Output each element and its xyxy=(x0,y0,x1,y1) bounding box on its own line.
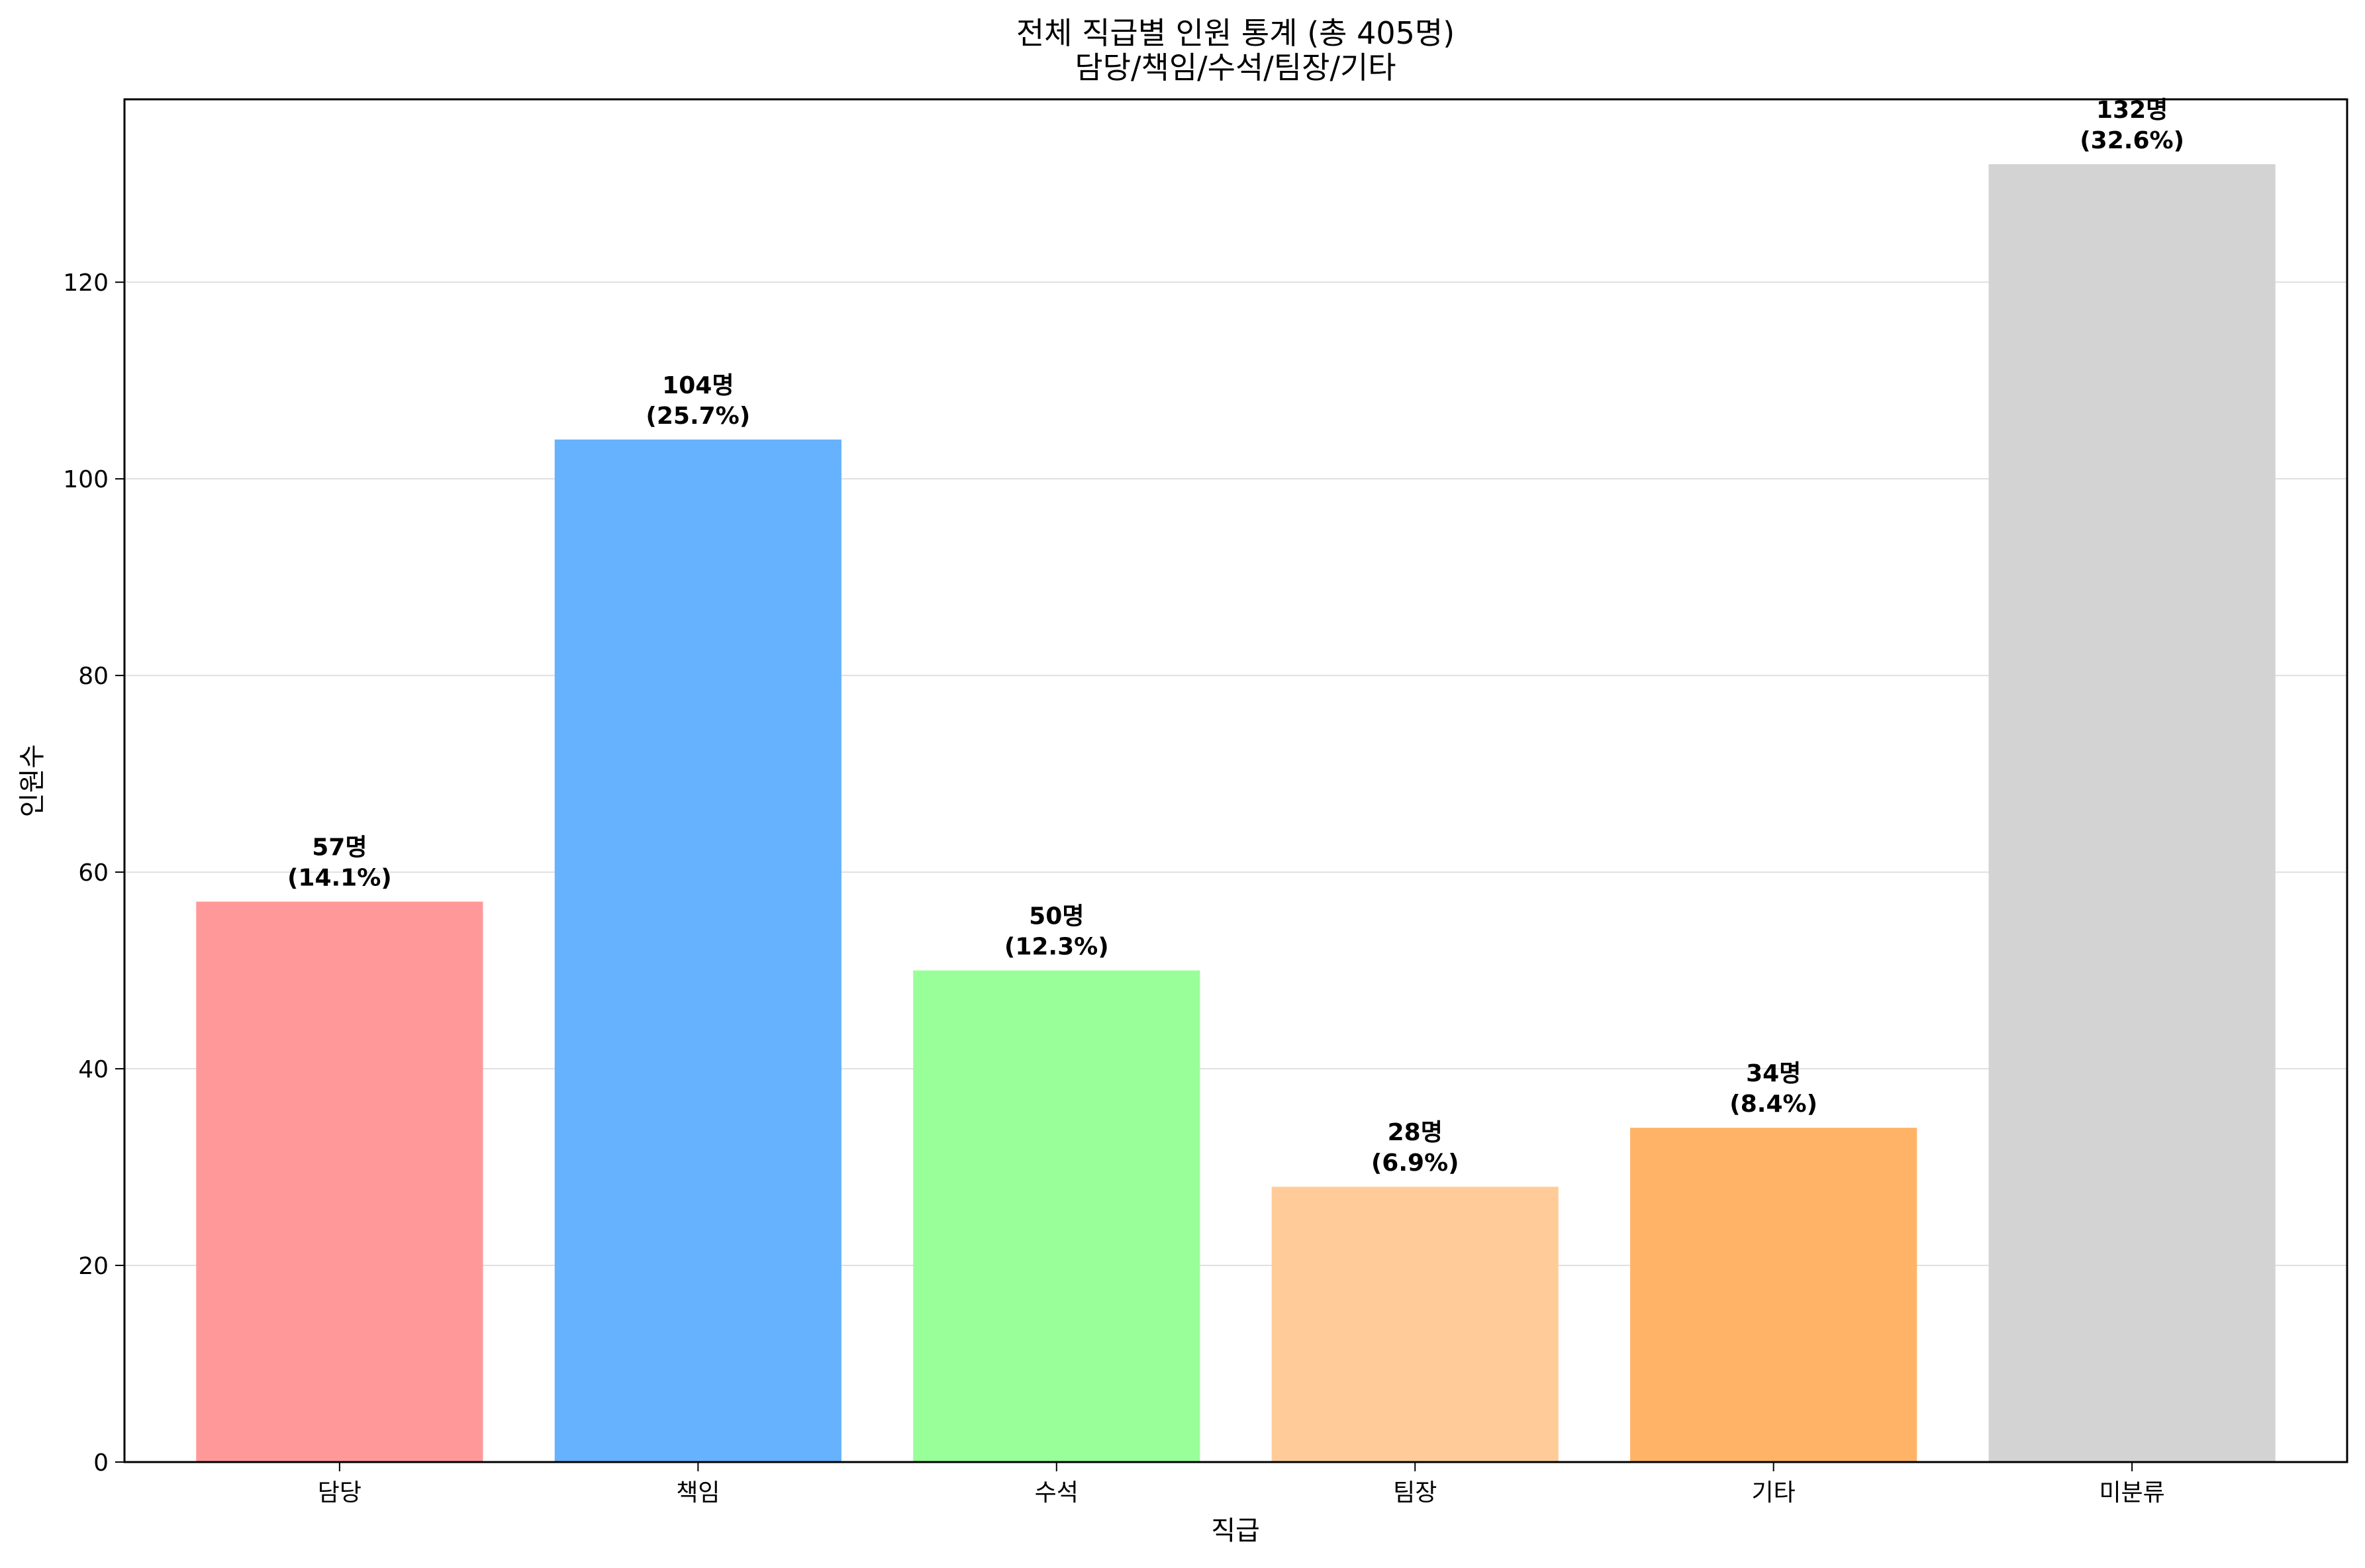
bar xyxy=(1271,1187,1559,1462)
y-tick-label: 100 xyxy=(63,466,109,493)
bars xyxy=(196,164,2276,1462)
x-axis-label: 직급 xyxy=(1211,1516,1260,1546)
y-tick-label: 120 xyxy=(63,270,109,297)
bar-percent-label: (12.3%) xyxy=(1004,934,1109,961)
bar xyxy=(1630,1128,1917,1462)
bar-percent-label: (32.6%) xyxy=(2080,127,2184,154)
y-axis-label: 인원수 xyxy=(17,744,48,817)
bar xyxy=(196,901,483,1462)
x-tick-label: 수석 xyxy=(1035,1479,1079,1506)
x-tick-label: 팀장 xyxy=(1393,1479,1437,1506)
bar-percent-label: (6.9%) xyxy=(1371,1150,1459,1177)
bar-value-label: 132명 xyxy=(2096,97,2168,124)
bar-value-label: 104명 xyxy=(662,372,734,399)
bar-value-label: 34명 xyxy=(1746,1060,1801,1087)
y-tick-label: 0 xyxy=(93,1449,109,1477)
x-tick-label: 기타 xyxy=(1752,1479,1796,1506)
grid-lines xyxy=(124,281,2347,1267)
y-tick-label: 60 xyxy=(78,859,109,887)
x-tick-label: 담당 xyxy=(318,1479,362,1506)
bar-percent-label: (25.7%) xyxy=(646,403,750,430)
chart-subtitle: 담당/책임/수석/팀장/기타 xyxy=(1075,50,1396,85)
y-tick-label: 80 xyxy=(78,663,109,690)
bar xyxy=(913,970,1200,1462)
y-axis-ticks: 0 20 40 60 80 100 120 xyxy=(63,270,124,1477)
x-tick-label: 책임 xyxy=(676,1479,720,1506)
bar-value-label: 28명 xyxy=(1388,1119,1443,1146)
x-tick-label: 미분류 xyxy=(2099,1479,2164,1506)
bar xyxy=(1988,164,2276,1462)
x-axis-ticks: 담당 책임 수석 팀장 기타 미분류 xyxy=(318,1462,2165,1506)
bar-value-label: 57명 xyxy=(312,834,367,861)
data-labels: 57명 (14.1%) 104명 (25.7%) 50명 (12.3%) 28명 (6.9%)… xyxy=(287,97,2184,1177)
bar-percent-label: (14.1%) xyxy=(287,865,392,892)
plot-frame xyxy=(123,98,2348,1463)
chart-title: 전체 직급별 인원 통계 (총 405명) xyxy=(1016,15,1455,51)
y-tick-label: 20 xyxy=(78,1253,109,1280)
y-tick-label: 40 xyxy=(78,1056,109,1083)
bar-percent-label: (8.4%) xyxy=(1729,1091,1817,1118)
bar-value-label: 50명 xyxy=(1029,903,1084,930)
bar xyxy=(554,439,842,1462)
